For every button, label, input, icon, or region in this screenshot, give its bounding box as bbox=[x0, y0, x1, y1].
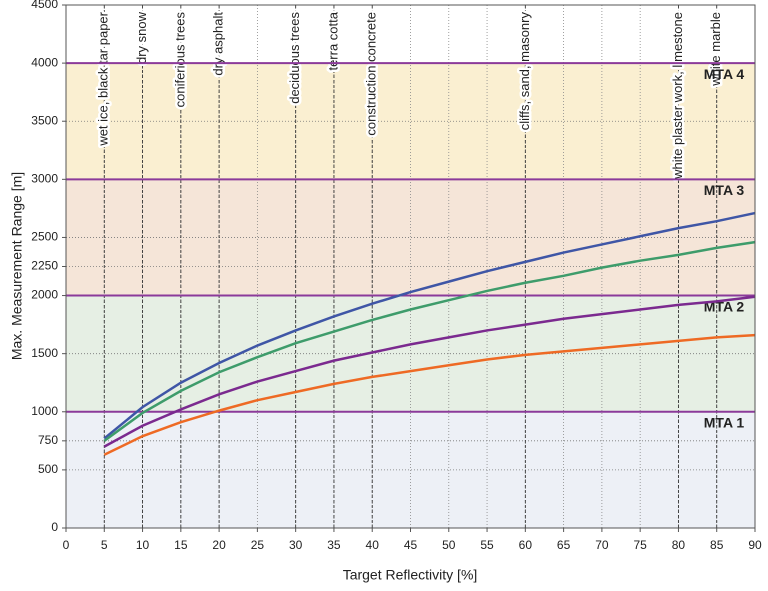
y-tick-label: 1500 bbox=[31, 346, 58, 360]
band-label: MTA 3 bbox=[704, 182, 745, 198]
x-tick-label: 20 bbox=[212, 538, 226, 552]
x-tick-label: 5 bbox=[101, 538, 108, 552]
y-tick-label: 2250 bbox=[31, 259, 58, 273]
x-tick-label: 0 bbox=[63, 538, 70, 552]
series-line bbox=[103, 211, 756, 440]
annotation-label: white marble bbox=[708, 12, 723, 87]
annotation-label: terra cotta bbox=[325, 11, 340, 70]
x-tick-label: 55 bbox=[480, 538, 494, 552]
x-tick-label: 65 bbox=[557, 538, 571, 552]
annotation-label: dry snow bbox=[134, 11, 149, 64]
band-label: MTA 1 bbox=[704, 414, 745, 430]
y-tick-label: 750 bbox=[38, 433, 58, 447]
x-tick-label: 15 bbox=[174, 538, 188, 552]
x-tick-label: 70 bbox=[595, 538, 609, 552]
x-axis-title: Target Reflectivity [%] bbox=[343, 567, 478, 583]
x-tick-label: 25 bbox=[251, 538, 265, 552]
x-tick-label: 60 bbox=[519, 538, 533, 552]
x-tick-label: 85 bbox=[710, 538, 724, 552]
annotation-label: wet ice, black tar paper bbox=[96, 11, 111, 146]
annotation-label: dry asphalt bbox=[211, 12, 226, 76]
annotation-label: white plaster work, limestone bbox=[670, 12, 685, 180]
annotation-label: construction concrete bbox=[364, 12, 379, 136]
y-tick-label: 2000 bbox=[31, 288, 58, 302]
x-tick-label: 80 bbox=[672, 538, 686, 552]
x-tick-label: 40 bbox=[366, 538, 380, 552]
x-tick-label: 30 bbox=[289, 538, 303, 552]
y-tick-label: 3500 bbox=[31, 113, 58, 127]
y-tick-label: 1000 bbox=[31, 404, 58, 418]
annotation-label: coniferious trees bbox=[172, 12, 187, 108]
x-tick-label: 45 bbox=[404, 538, 418, 552]
y-tick-label: 0 bbox=[51, 520, 58, 534]
y-axis-title: Max. Measurement Range [m] bbox=[9, 172, 25, 360]
series-line bbox=[103, 295, 756, 448]
x-tick-label: 50 bbox=[442, 538, 456, 552]
annotation-label: deciduous trees bbox=[287, 12, 302, 104]
y-tick-label: 2500 bbox=[31, 230, 58, 244]
y-tick-label: 500 bbox=[38, 462, 58, 476]
annotation-label: cliffs, sand, masonry bbox=[517, 12, 532, 131]
x-tick-label: 35 bbox=[327, 538, 341, 552]
band-label: MTA 4 bbox=[704, 66, 745, 82]
x-tick-label: 10 bbox=[136, 538, 150, 552]
y-tick-label: 3000 bbox=[31, 172, 58, 186]
y-tick-label: 4500 bbox=[31, 0, 58, 11]
y-tick-label: 4000 bbox=[31, 55, 58, 69]
series-line bbox=[103, 240, 756, 442]
series-line bbox=[103, 333, 756, 456]
x-tick-label: 90 bbox=[748, 538, 762, 552]
x-tick-label: 75 bbox=[633, 538, 647, 552]
